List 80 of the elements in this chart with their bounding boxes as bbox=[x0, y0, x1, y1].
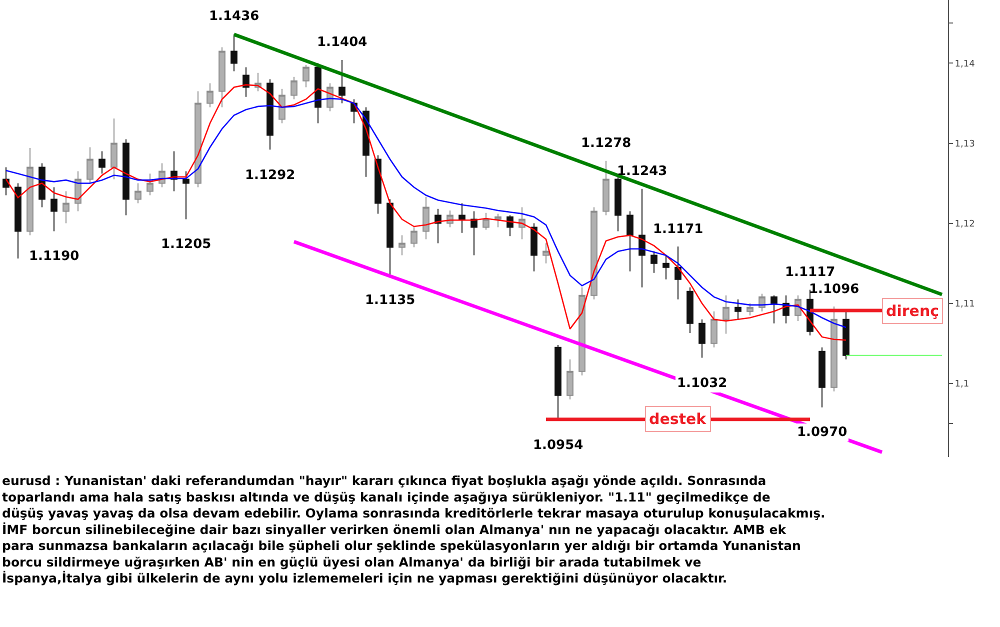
y-tick-label: 1,1 bbox=[954, 380, 970, 390]
candlestick bbox=[626, 210, 634, 272]
candlestick bbox=[674, 246, 682, 300]
candlestick bbox=[422, 196, 430, 240]
candlestick bbox=[302, 64, 310, 88]
candlestick bbox=[206, 82, 214, 108]
y-tick-label: 1,12 bbox=[954, 219, 975, 230]
candlestick bbox=[14, 182, 22, 260]
candlestick bbox=[2, 166, 10, 196]
candlestick bbox=[458, 202, 466, 234]
candlestick bbox=[374, 154, 382, 214]
candlestick bbox=[314, 62, 322, 124]
annotation: 1.1404 bbox=[317, 35, 368, 50]
candlestick bbox=[386, 198, 394, 276]
candlestick bbox=[194, 90, 202, 188]
candlestick bbox=[62, 190, 70, 224]
candlestick bbox=[566, 358, 574, 400]
candlestick bbox=[134, 182, 142, 204]
candlestick bbox=[650, 250, 658, 274]
candlestick bbox=[290, 76, 298, 100]
candlestick bbox=[746, 302, 754, 316]
series-label: direnç bbox=[886, 302, 940, 320]
candlestick bbox=[218, 46, 226, 108]
candlestick bbox=[758, 293, 766, 312]
candlestick bbox=[770, 294, 778, 324]
candlestick bbox=[242, 66, 250, 98]
annotation: 1.1205 bbox=[161, 237, 212, 252]
annotation: 1.1171 bbox=[653, 222, 704, 237]
candlestick bbox=[470, 210, 478, 256]
annotation: 1.0954 bbox=[533, 438, 584, 453]
annotation: 1.1032 bbox=[677, 376, 728, 391]
candlestick bbox=[146, 173, 154, 196]
candlestick bbox=[38, 162, 46, 208]
candlestick bbox=[506, 214, 514, 237]
y-tick-label: 1,13 bbox=[954, 139, 975, 150]
candlestick bbox=[110, 118, 118, 180]
candlestick bbox=[734, 298, 742, 320]
annotation: 1.1243 bbox=[617, 164, 668, 179]
candlestick bbox=[266, 78, 274, 150]
candlestick bbox=[842, 310, 850, 360]
annotation: 1.1278 bbox=[581, 136, 632, 151]
annotation: 1.1436 bbox=[209, 9, 260, 24]
y-tick-label: 1,14 bbox=[954, 59, 976, 70]
candlestick bbox=[50, 186, 58, 232]
candlestick bbox=[410, 226, 418, 248]
candlestick bbox=[494, 213, 502, 228]
candlestick bbox=[698, 318, 706, 358]
candlestick bbox=[98, 150, 106, 174]
candlestick bbox=[86, 146, 94, 184]
candlestick bbox=[710, 310, 718, 348]
candlestick bbox=[542, 242, 550, 264]
annotation: 1.1135 bbox=[365, 293, 416, 308]
candlestick bbox=[686, 286, 694, 334]
candlestick bbox=[434, 208, 442, 244]
candlestick bbox=[182, 170, 190, 220]
candlestick bbox=[614, 174, 622, 232]
candlestick bbox=[122, 138, 130, 216]
candlestick bbox=[398, 234, 406, 256]
candlestick bbox=[530, 222, 538, 272]
annotation: 1.1292 bbox=[245, 168, 296, 183]
candlestick bbox=[638, 188, 646, 288]
candlestick bbox=[230, 34, 238, 72]
series-label: destek bbox=[649, 410, 708, 428]
candlestick bbox=[482, 212, 490, 230]
annotation: 1.1190 bbox=[29, 249, 80, 264]
candlestick bbox=[818, 346, 826, 408]
candlestick bbox=[602, 160, 610, 216]
candlestick bbox=[830, 306, 838, 392]
candlestick bbox=[278, 88, 286, 124]
annotation: 1.0970 bbox=[797, 425, 848, 440]
text: eurusd : Yunanistan' daki referandumdan "hayır" kararı çıkınca fiyat boşlukla aşağı yönde açıldı. Sonrasında toparlandı ama hala satış baskısı altında ve düşüş kanalı içinde aşağıya sürükleniyor. "1.11" geçilmedikçe de düşüş yavaş yavaş da olsa devam edebilir. Oylama sonrasında kreditörlerle tekrar masaya oturulup konuşulacakmış. İMF borcun silinebileceğine dair bazı sinyaller verirken önemli olan Almanya' nın ne yapacağı olacaktır. AMB ek para sunmazsa bankaların açılacağı bile şüpheli olur şeklinde spekülasyonların yer aldığı bir ortamda Yunanistan borcu sildirmeye uğraşırken AB' nin en güçlü üyesi olan Almanya' da birliği bir arada tutabilmek ve İspanya,İtalya gibi ülkelerin de aynı yolu izlememeleri için ne yapması gerektiğini düşünüyor olacaktır. bbox=[2, 473, 826, 586]
annotation: 1.1117 bbox=[785, 265, 836, 280]
candlestick bbox=[578, 286, 586, 376]
candlestick bbox=[26, 148, 34, 236]
candlestick bbox=[722, 294, 730, 334]
candlestick bbox=[590, 206, 598, 300]
y-tick-label: 1,11 bbox=[954, 299, 975, 310]
annotation: 1.1096 bbox=[809, 282, 860, 297]
candlestick bbox=[662, 254, 670, 280]
candlestick bbox=[338, 60, 346, 104]
